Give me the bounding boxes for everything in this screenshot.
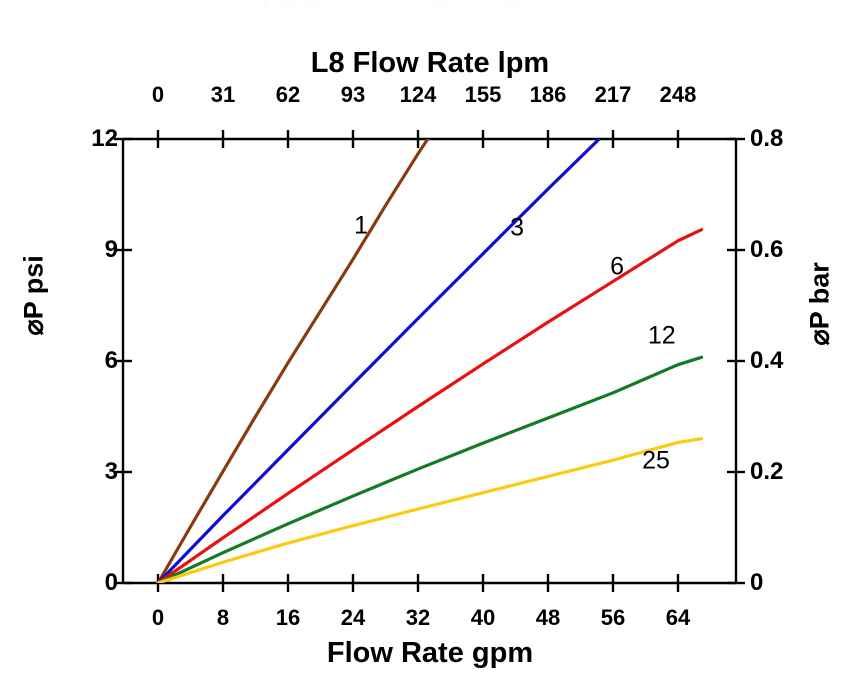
y-tick-label: 12: [91, 125, 118, 152]
y-tick-label: 6: [104, 347, 118, 374]
y-tick-label: 3: [104, 458, 118, 485]
x-tick-label: 24: [340, 605, 366, 630]
axis-frame: [121, 137, 738, 585]
series-label-12: 12: [647, 321, 676, 350]
top-axis-title: L8 Flow Rate lpm: [310, 47, 550, 79]
x2-tick-label: 0: [151, 82, 165, 107]
x-tick-label: 16: [275, 605, 301, 630]
x2-tick-label: 248: [659, 82, 697, 107]
series-curves: [156, 139, 704, 583]
y-tick-label: 0: [104, 569, 118, 596]
x-tick-label: 56: [600, 605, 626, 630]
series-label-3: 3: [510, 213, 525, 242]
x2-tick-label: 31: [210, 82, 236, 107]
x-tick-label: 32: [405, 605, 431, 630]
x-tick-label: 0: [151, 605, 165, 630]
x2-tick-label: 93: [340, 82, 366, 107]
y2-tick-label: 0.8: [750, 125, 784, 152]
y2-tick-label: 0.2: [750, 458, 784, 485]
x-tick-label: 48: [535, 605, 561, 630]
x-tick-label: 64: [665, 605, 691, 630]
x-tick-label: 40: [470, 605, 496, 630]
y2-tick-label: 0: [750, 569, 764, 596]
tick-marks: [114, 130, 745, 592]
bottom-axis-title: Flow Rate gpm: [326, 637, 534, 669]
series-label-25: 25: [642, 446, 670, 475]
y2-tick-label: 0.4: [750, 347, 784, 374]
y-tick-label: 9: [104, 236, 118, 263]
x2-tick-label: 124: [399, 82, 437, 107]
x-tick-label: 8: [216, 605, 230, 630]
y2-tick-label: 0.6: [750, 236, 784, 263]
x2-tick-label: 217: [594, 82, 632, 107]
series-label-6: 6: [610, 252, 625, 281]
series-label-1: 1: [354, 211, 369, 240]
chart-title: L8 Pressure Drop Curves: [0, 0, 860, 8]
x2-tick-label: 62: [275, 82, 301, 107]
x2-tick-label: 155: [464, 82, 502, 107]
x2-tick-label: 186: [529, 82, 567, 107]
